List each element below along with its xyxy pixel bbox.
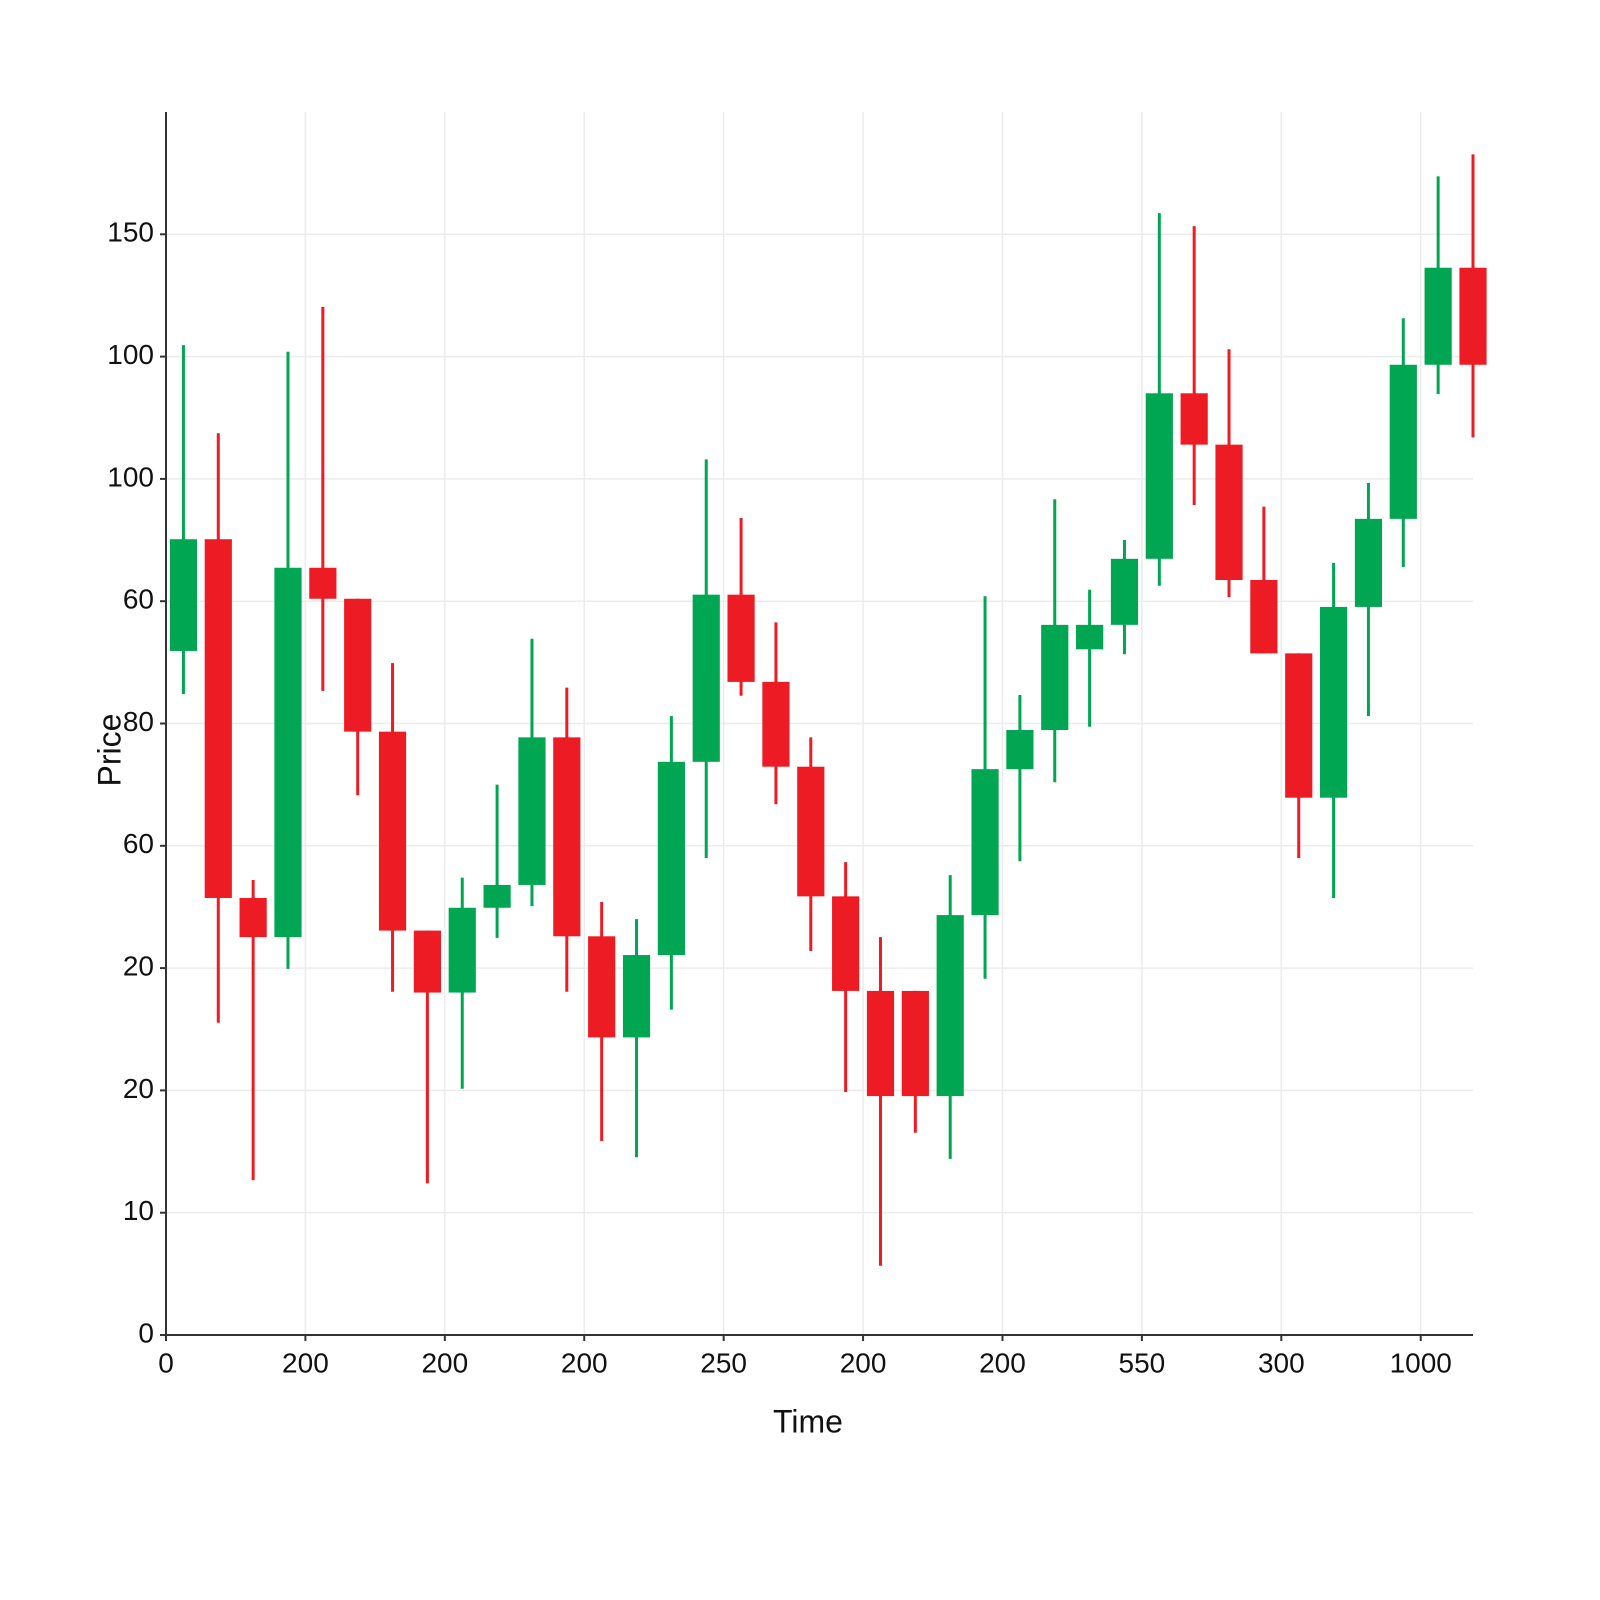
y-tick-label: 80 <box>123 706 154 737</box>
candle-body <box>1250 580 1278 654</box>
x-tick-label: 0 <box>158 1347 174 1378</box>
y-tick-label: 20 <box>123 950 154 981</box>
candle-body <box>1459 267 1487 365</box>
candle-body <box>309 567 337 599</box>
candle-body <box>553 737 581 937</box>
x-tick-label: 550 <box>1119 1347 1166 1378</box>
candle-body <box>448 907 476 993</box>
candle-body <box>1076 624 1104 650</box>
candle-body <box>239 897 267 938</box>
x-tick-label: 250 <box>700 1347 747 1378</box>
y-tick-label: 60 <box>123 584 154 615</box>
candle-body <box>797 766 825 897</box>
candle-body <box>1215 444 1243 581</box>
y-tick-label: 20 <box>123 1073 154 1104</box>
candle-body <box>1354 518 1383 607</box>
candle-body <box>483 884 511 908</box>
y-tick-label: 0 <box>138 1317 154 1348</box>
candle-body <box>866 990 895 1097</box>
candle-body <box>1006 730 1034 770</box>
candle-body <box>1180 393 1208 445</box>
candle-body <box>901 990 929 1097</box>
candle-body <box>1145 393 1173 559</box>
candle-body <box>518 737 546 885</box>
x-tick-label: 200 <box>561 1347 608 1378</box>
candle-body <box>1041 624 1069 731</box>
x-axis-label: Time <box>773 1403 843 1439</box>
candle-body <box>832 896 860 991</box>
candle-body <box>1319 606 1348 798</box>
candle-body <box>1389 364 1417 519</box>
candle-body <box>727 594 755 682</box>
candle-body <box>657 761 685 956</box>
candle-body <box>762 681 790 767</box>
candle-body <box>274 567 302 938</box>
candle-body <box>936 915 964 1097</box>
x-tick-label: 200 <box>979 1347 1026 1378</box>
y-tick-label: 100 <box>107 461 154 492</box>
x-tick-label: 300 <box>1258 1347 1305 1378</box>
candle-body <box>971 769 999 916</box>
candle-body <box>622 955 651 1038</box>
x-tick-label: 1000 <box>1390 1347 1452 1378</box>
candle-body <box>344 598 372 732</box>
candle-body <box>1110 558 1139 625</box>
y-tick-label: 150 <box>107 217 154 248</box>
candle-body <box>413 930 441 993</box>
y-tick-label: 100 <box>107 339 154 370</box>
y-axis-label: Price <box>91 714 127 787</box>
y-tick-label: 60 <box>123 828 154 859</box>
candle-body <box>1285 653 1313 798</box>
x-tick-label: 200 <box>421 1347 468 1378</box>
x-tick-label: 200 <box>282 1347 329 1378</box>
candle-body <box>169 539 198 651</box>
x-tick-label: 200 <box>840 1347 887 1378</box>
candle-body <box>1424 267 1452 365</box>
y-tick-label: 10 <box>123 1195 154 1226</box>
candle-body <box>378 731 407 931</box>
candle-body <box>588 936 616 1038</box>
candle-body <box>204 539 232 898</box>
candle-body <box>692 594 720 762</box>
